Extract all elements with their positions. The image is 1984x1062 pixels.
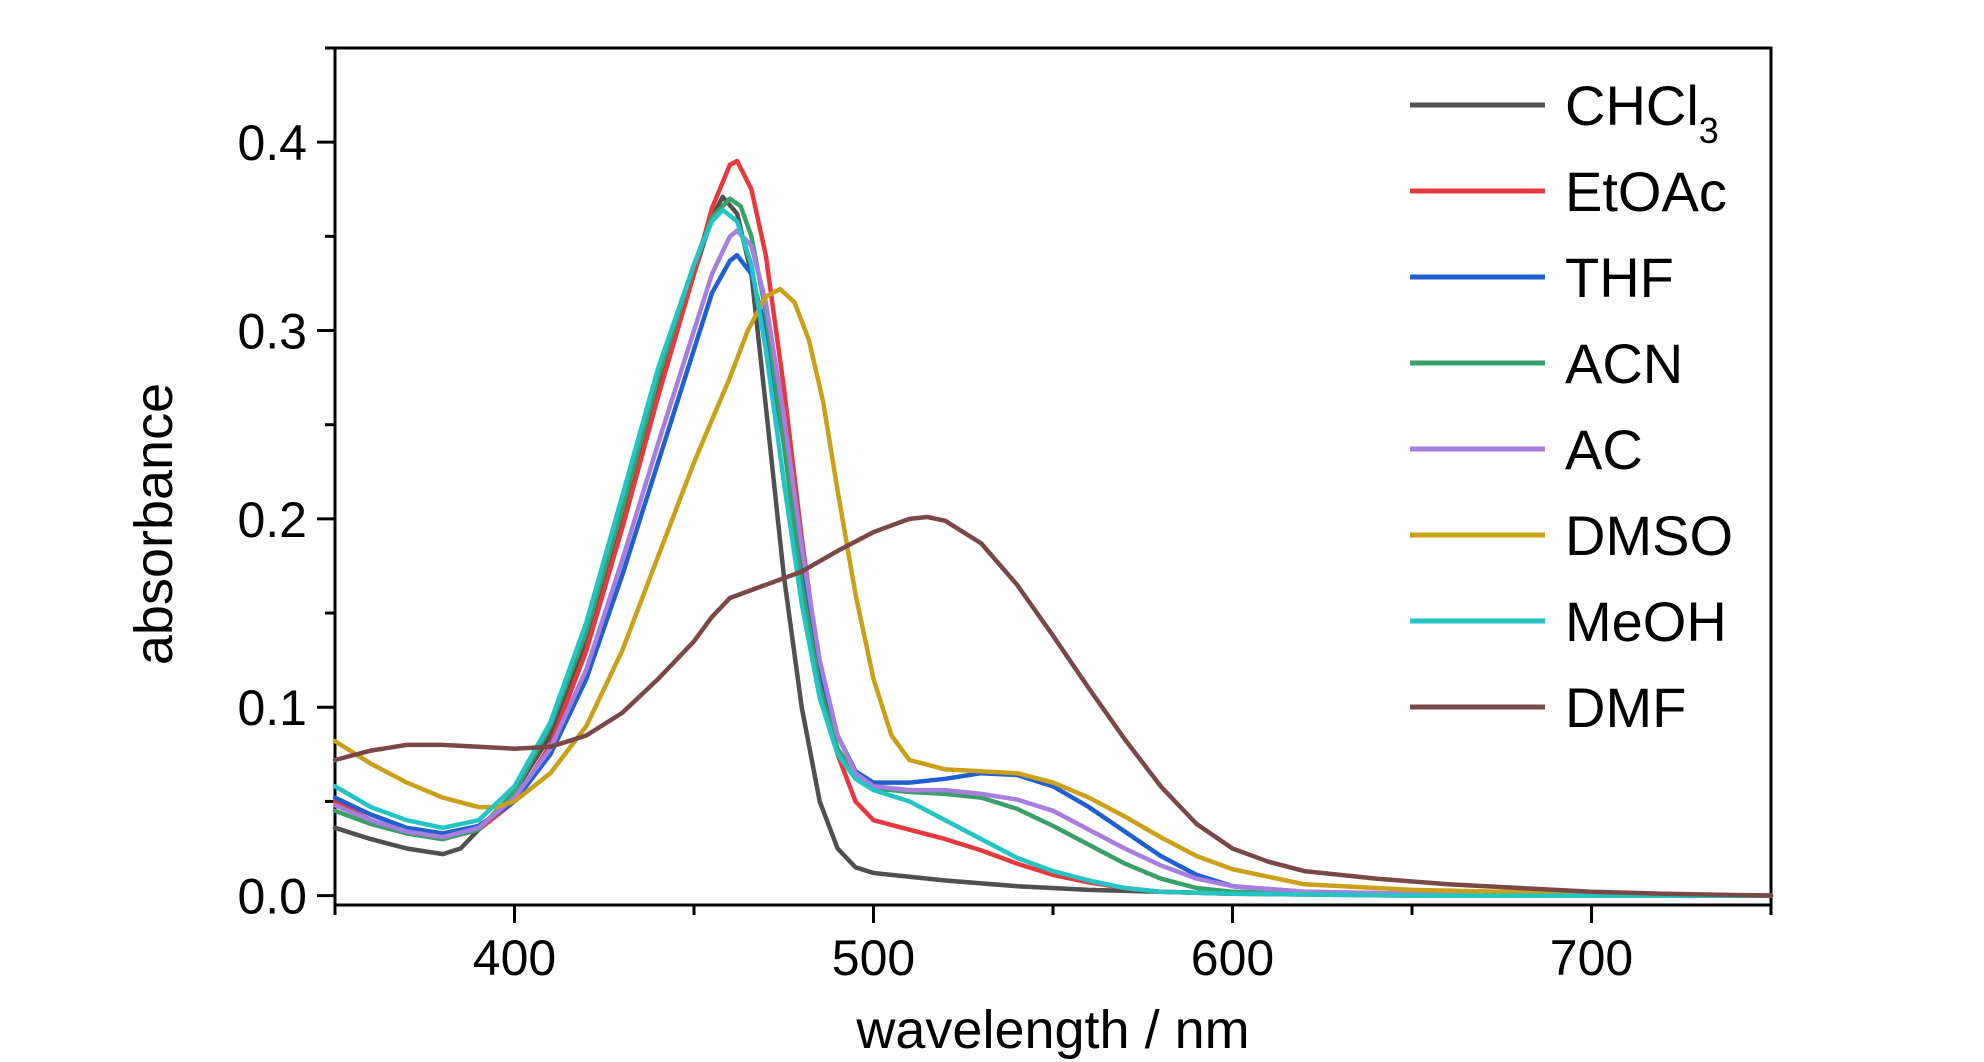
- x-tick-label: 700: [1550, 930, 1633, 986]
- legend: CHCl3 EtOAc THF ACN AC DMSO MeOH DMF: [1410, 74, 1733, 739]
- y-tick-label: 0.4: [237, 115, 307, 171]
- plot-frame: [333, 46, 1773, 907]
- y-tick-label: 0.2: [237, 492, 307, 548]
- legend-label-main: CHCl: [1565, 74, 1699, 137]
- axis-tick-labels: 400 500 600 700 0.0 0.1 0.2 0.3 0.4: [237, 115, 1633, 986]
- legend-label-chcl3: CHCl3: [1565, 74, 1719, 151]
- legend-label-acn: ACN: [1565, 332, 1683, 395]
- legend-label-ac: AC: [1565, 418, 1643, 481]
- x-axis-label: wavelength / nm: [855, 1000, 1249, 1060]
- y-tick-label: 0.3: [237, 304, 307, 360]
- series-lines: [332, 158, 1774, 898]
- series-line-chcl3: [332, 194, 1774, 898]
- y-tick-label: 0.0: [237, 869, 307, 925]
- y-axis-label: absorbance: [124, 383, 184, 665]
- legend-label-dmso: DMSO: [1565, 504, 1733, 567]
- series-line-dmso: [332, 286, 1774, 898]
- legend-label-subscript: 3: [1699, 110, 1719, 151]
- series-line-thf: [332, 252, 1774, 898]
- y-tick-label: 0.1: [237, 680, 307, 736]
- legend-label-etoac: EtOAc: [1565, 160, 1727, 223]
- x-tick-label: 500: [832, 930, 915, 986]
- x-tick-label: 400: [473, 930, 556, 986]
- series-line-meoh: [332, 207, 1774, 898]
- legend-label-meoh: MeOH: [1565, 590, 1727, 653]
- series-line-dmf: [332, 514, 1774, 898]
- series-line-acn: [332, 196, 1774, 898]
- axis-ticks: [317, 46, 1773, 923]
- legend-label-dmf: DMF: [1565, 676, 1686, 739]
- series-line-ac: [332, 228, 1774, 898]
- x-tick-label: 600: [1191, 930, 1274, 986]
- legend-label-thf: THF: [1565, 246, 1674, 309]
